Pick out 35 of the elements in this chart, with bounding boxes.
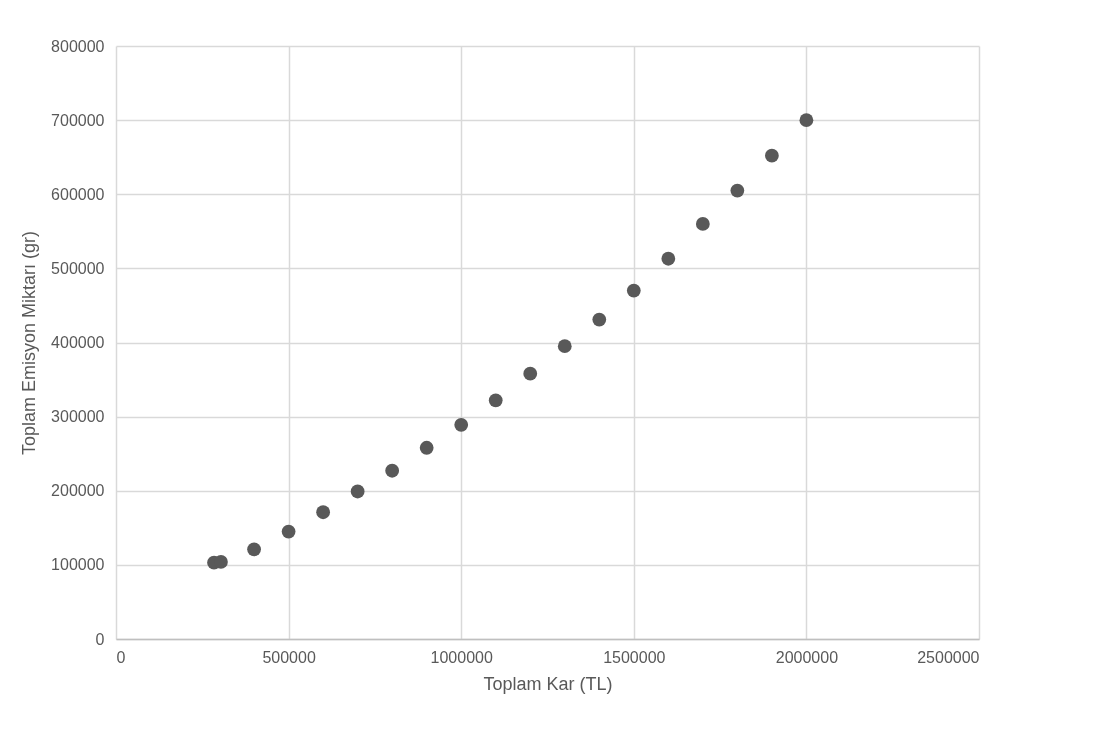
point xyxy=(764,148,779,163)
y-tick-label: 0 xyxy=(95,630,105,648)
point xyxy=(695,217,710,231)
y-tick-label: 600000 xyxy=(51,185,105,203)
y-tick-label: 300000 xyxy=(51,408,105,426)
x-tick-label: 0 xyxy=(116,648,126,666)
point xyxy=(350,484,365,499)
x-tick-label: 1500000 xyxy=(603,648,666,666)
point xyxy=(592,312,607,327)
point xyxy=(661,251,676,266)
y-tick-label: 700000 xyxy=(51,111,105,129)
x-tick-label: 500000 xyxy=(262,648,316,666)
x-tick-label: 2000000 xyxy=(775,648,839,666)
x-tick-label: 1000000 xyxy=(430,648,493,666)
y-tick-label: 100000 xyxy=(51,556,105,574)
point xyxy=(419,440,434,455)
point xyxy=(557,339,572,354)
point xyxy=(281,524,296,539)
x-axis-title: Toplam Kar (TL) xyxy=(483,673,613,694)
x-tick-label: 2500000 xyxy=(917,648,980,666)
point xyxy=(626,283,641,298)
point xyxy=(316,505,331,520)
point xyxy=(247,542,261,557)
y-tick-label: 400000 xyxy=(51,334,105,351)
y-tick-label: 200000 xyxy=(51,482,105,500)
point xyxy=(799,113,814,127)
point xyxy=(523,366,538,381)
point xyxy=(454,417,469,432)
point xyxy=(214,555,228,569)
point xyxy=(488,393,503,408)
y-tick-label: 800000 xyxy=(51,37,105,55)
point xyxy=(385,463,400,478)
y-tick-label: 500000 xyxy=(51,259,105,277)
point xyxy=(730,183,745,198)
y-axis-title: Toplam Emisyon Miktarı (gr) xyxy=(19,230,40,456)
